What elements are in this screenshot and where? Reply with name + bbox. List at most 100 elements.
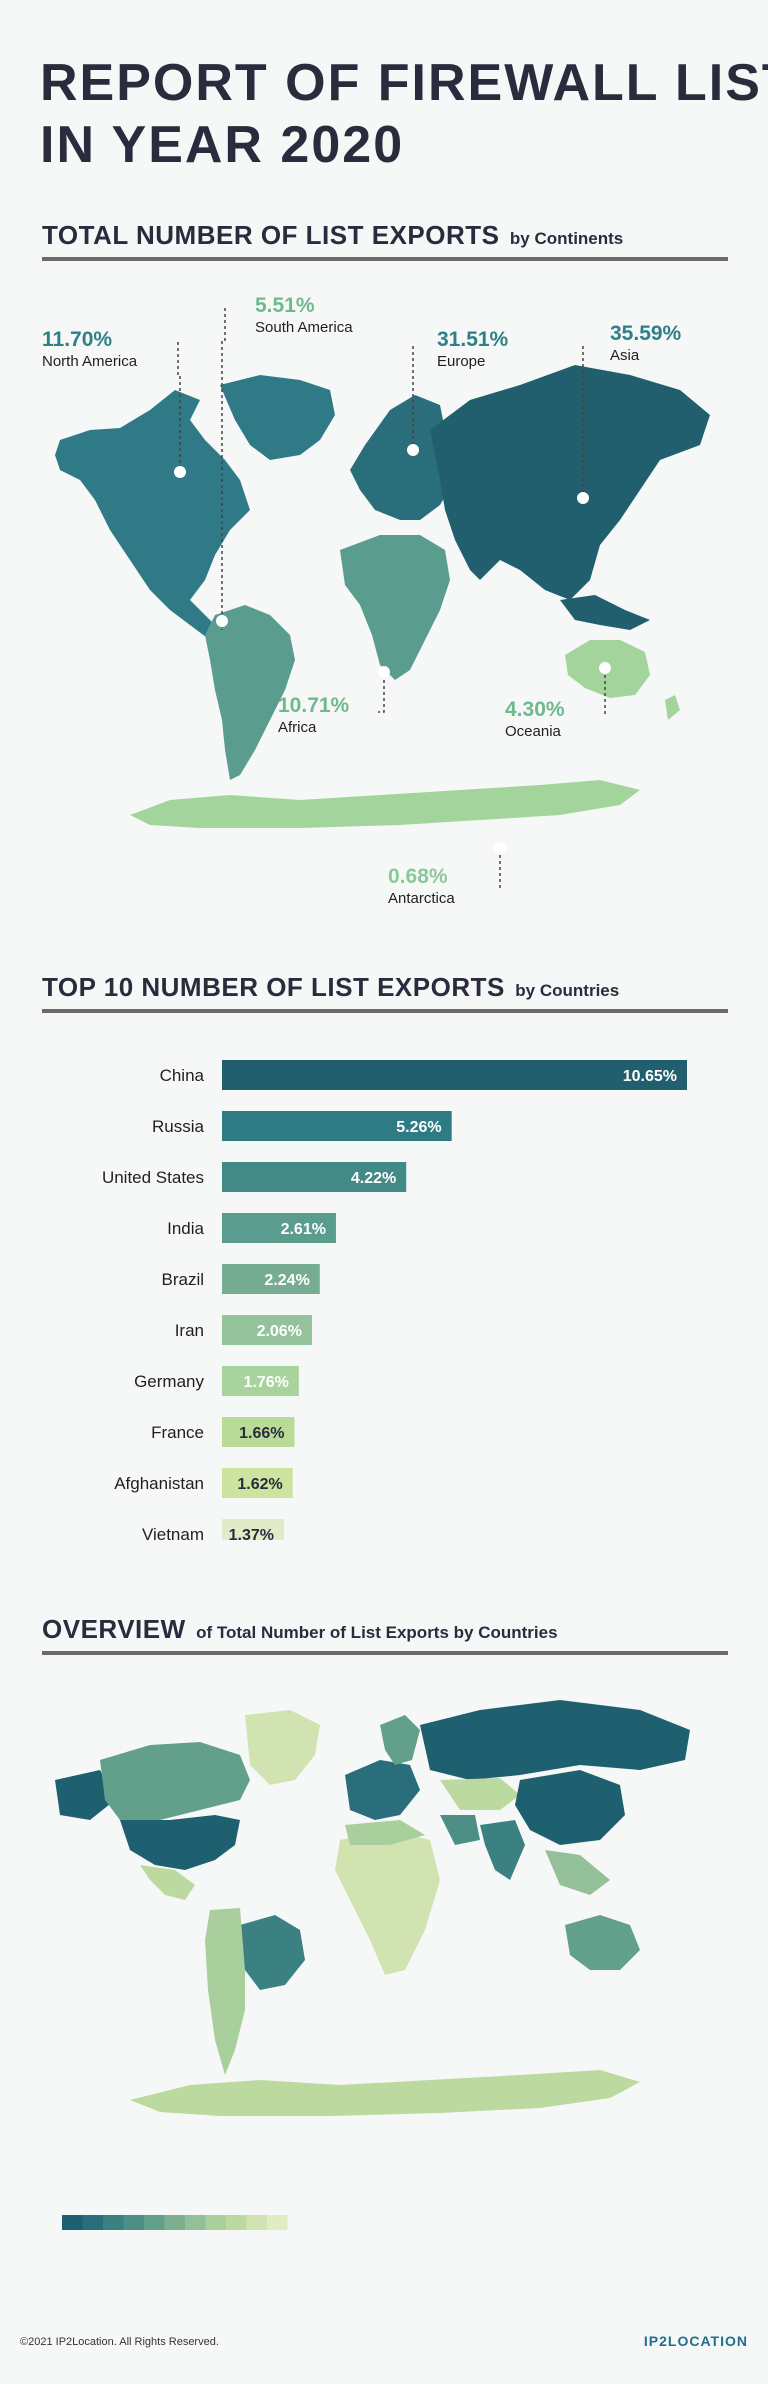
overview-subheading: of Total Number of List Exports by Count… [196,1623,558,1642]
footer-copyright: ©2021 IP2Location. All Rights Reserved. [20,2336,219,2348]
bar-value-france: 1.66% [239,1425,284,1442]
south-america-shape [205,605,295,780]
brazil-shape [235,1915,305,1990]
africa-shape [340,535,450,680]
bar-value-afghanistan: 1.62% [237,1476,282,1493]
bar-value-india: 2.61% [281,1221,326,1238]
australia-overview-shape [565,1915,640,1970]
southeast-asia-shape [560,595,650,630]
title-line-1: REPORT OF FIREWALL LIST [40,54,768,112]
legend-swatch [205,2215,226,2230]
bar-value-china: 10.65% [623,1068,677,1085]
overview-section-header: OVERVIEW of Total Number of List Exports… [42,1614,728,1655]
europe-shape [350,395,460,520]
legend-swatch [164,2215,185,2230]
bar-value-russia: 5.26% [396,1119,441,1136]
usa-shape [120,1815,240,1870]
country-label-india: India [167,1219,204,1238]
legend-swatch [144,2215,165,2230]
africa-name-label: Africa [278,719,317,736]
legend-swatch [226,2215,247,2230]
country-label-france: France [151,1423,204,1442]
north-america-name-label: North America [42,353,138,370]
mexico-shape [140,1865,195,1900]
bar-india [222,1213,336,1243]
bar-france [222,1417,295,1447]
overview-legend: MostLeast [62,2215,288,2230]
bar-vietnam [222,1519,284,1540]
countries-section-header: TOP 10 NUMBER OF LIST EXPORTS by Countri… [42,972,728,1013]
oceania-name-label: Oceania [505,723,562,740]
legend-swatch [246,2215,267,2230]
north-america-percent-label: 11.70% [42,328,112,351]
oceania-percent-label: 4.30% [505,698,565,721]
countries-subheading: by Countries [515,981,620,1000]
country-label-china: China [160,1066,205,1085]
country-label-brazil: Brazil [161,1270,204,1289]
south-america-percent-label: 5.51% [255,294,315,317]
footer-brand-logo[interactable]: IP2LOCATION [643,2333,748,2349]
south-america-name-label: South America [255,319,353,336]
bar-afghanistan [222,1468,293,1498]
greenland-overview-shape [245,1710,320,1785]
north-africa-shape [345,1820,425,1845]
new-zealand-shape [665,695,680,720]
north-america-shape [55,390,250,640]
bar-value-united-states: 4.22% [351,1170,396,1187]
asia-percent-label: 35.59% [610,322,682,345]
continents-subheading: by Continents [509,229,624,248]
bar-value-vietnam: 1.37% [229,1527,274,1540]
bar-value-brazil: 2.24% [264,1272,309,1289]
legend-swatch [123,2215,144,2230]
bar-china [222,1060,687,1090]
overview-heading: OVERVIEW [42,1614,186,1644]
africa-overview-shape [335,1830,440,1975]
africa-percent-label: 10.71% [278,694,350,717]
country-label-afghanistan: Afghanistan [114,1474,204,1493]
iran-shape [440,1815,480,1845]
country-label-united-states: United States [102,1168,204,1187]
south-america-rest-shape [205,1908,245,2075]
greenland-shape [220,375,335,460]
central-asia-shape [440,1778,520,1810]
antarctica-percent-label: 0.68% [388,865,448,888]
china-shape [515,1770,625,1845]
bar-value-iran: 2.06% [257,1323,302,1340]
antarctica-overview-shape [130,2070,640,2116]
title-line-2: IN YEAR 2020 [40,116,405,174]
bar-value-germany: 1.76% [243,1374,288,1391]
bar-united-states [222,1162,407,1192]
europe-overview-shape [345,1760,420,1820]
legend-swatch [103,2215,124,2230]
page-title: REPORT OF FIREWALL LIST IN YEAR 2020 [40,52,768,176]
legend-swatch [267,2215,288,2230]
legend-swatch [185,2215,206,2230]
country-label-iran: Iran [175,1321,204,1340]
countries-bar-chart: China 10.65% Russia 5.26% United States 4.22%… [102,1060,687,1540]
alaska-shape [55,1770,115,1820]
asia-shape [430,365,710,600]
southeast-asia-overview-shape [545,1850,610,1895]
russia-shape [420,1700,690,1780]
legend-swatch [82,2215,103,2230]
antarctica-name-label: Antarctica [388,890,455,907]
country-label-vietnam: Vietnam [142,1525,204,1540]
europe-name-label: Europe [437,353,485,370]
bar-iran [222,1315,312,1345]
continents-section-header: TOTAL NUMBER OF LIST EXPORTS by Continen… [42,220,728,261]
legend-swatch [62,2215,83,2230]
countries-heading: TOP 10 NUMBER OF LIST EXPORTS [42,972,505,1002]
overview-choropleth-map: MostLeast [55,1700,690,2230]
bar-brazil [222,1264,320,1294]
europe-percent-label: 31.51% [437,328,509,351]
canada-shape [100,1742,250,1820]
continent-map: 11.70% North America 5.51% South America 31.… [42,294,710,907]
asia-name-label: Asia [610,347,640,364]
country-label-germany: Germany [134,1372,204,1391]
country-label-russia: Russia [152,1117,205,1136]
scandinavia-shape [380,1715,420,1765]
continents-heading: TOTAL NUMBER OF LIST EXPORTS [42,220,500,250]
bar-germany [222,1366,299,1396]
antarctica-shape [130,780,640,828]
india-shape [480,1820,525,1880]
